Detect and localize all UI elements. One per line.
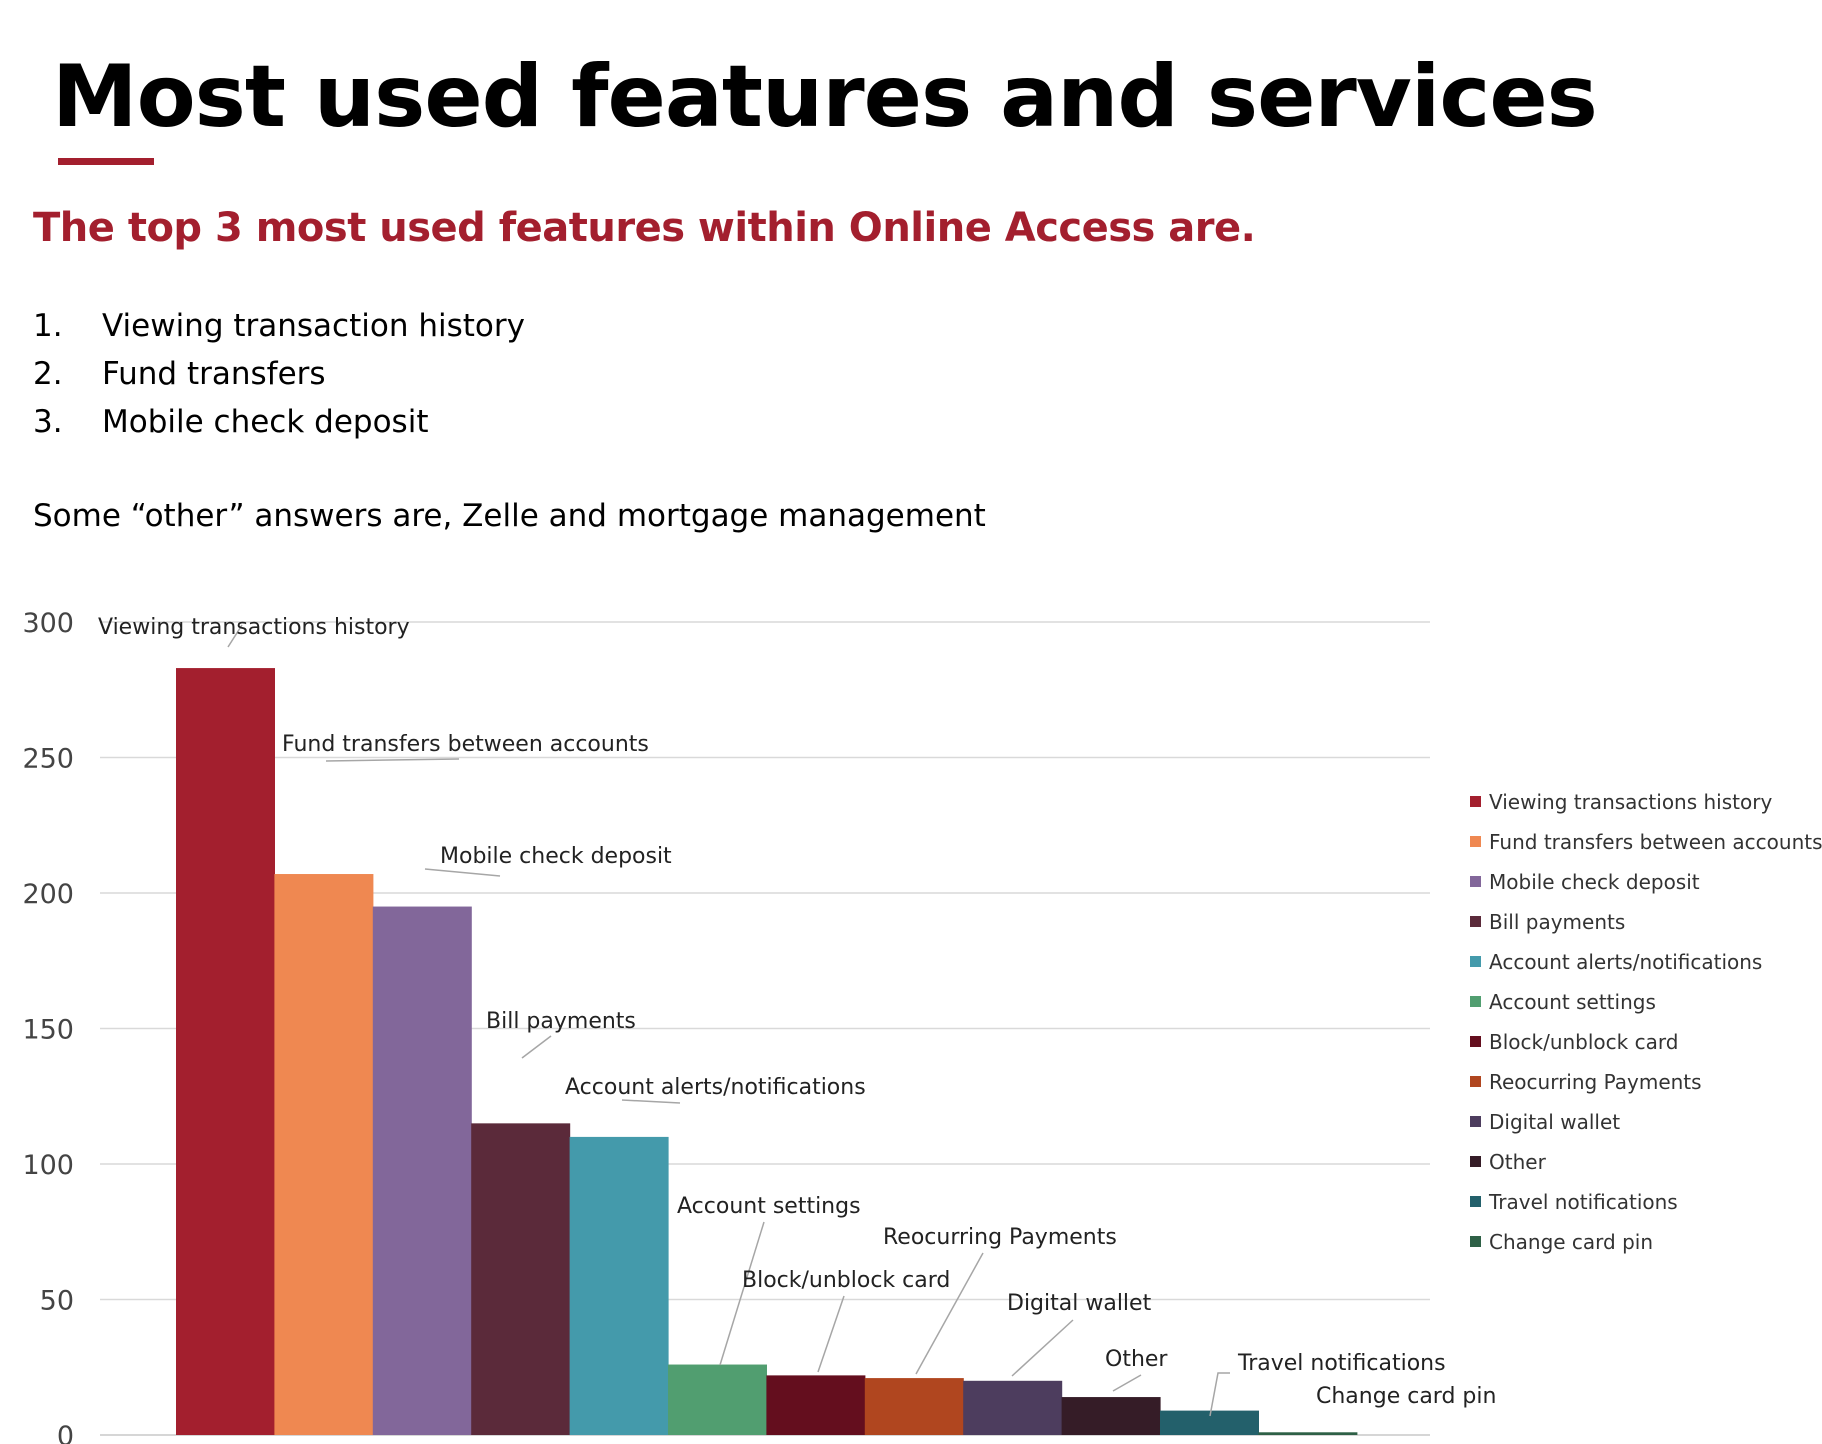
leader-line — [424, 868, 501, 877]
leader-line — [227, 624, 243, 648]
y-tick-label: 150 — [22, 1015, 74, 1046]
page-title: Most used features and services — [52, 47, 1598, 147]
legend-entry: Fund transfers between accounts — [1489, 830, 1822, 854]
leader-line — [817, 1295, 845, 1373]
y-tick-label: 300 — [22, 608, 74, 639]
legend-swatch — [1470, 796, 1481, 807]
data-label: Change card pin — [1316, 1384, 1496, 1409]
data-label: Travel notifications — [1237, 1351, 1446, 1376]
bar — [668, 1364, 767, 1435]
legend-swatch — [1470, 1036, 1481, 1047]
legend-entry: Digital wallet — [1489, 1110, 1620, 1134]
leader-line — [1011, 1319, 1074, 1377]
y-tick-label: 100 — [22, 1150, 74, 1181]
y-tick-label: 0 — [57, 1421, 74, 1444]
legend-entry: Bill payments — [1489, 910, 1625, 934]
leader-line — [1112, 1374, 1142, 1392]
data-label: Bill payments — [486, 1009, 636, 1034]
list-item: 2. Fund transfers — [33, 350, 525, 398]
y-tick-label: 250 — [22, 744, 74, 775]
list-item: 3. Mobile check deposit — [33, 398, 525, 446]
legend-entry: Account settings — [1489, 990, 1656, 1014]
legend-swatch — [1470, 1236, 1481, 1247]
leader-line — [621, 1099, 681, 1104]
legend: Viewing transactions history Fund transfe… — [1470, 790, 1822, 1254]
legend-swatch — [1470, 836, 1481, 847]
legend-swatch — [1470, 1116, 1481, 1127]
legend-entry: Travel notifications — [1488, 1190, 1678, 1214]
legend-entry: Reocurring Payments — [1489, 1070, 1702, 1094]
top-features-list: 1. Viewing transaction history 2. Fund tra… — [33, 302, 525, 446]
legend-swatch — [1470, 1156, 1481, 1167]
data-label: Reocurring Payments — [883, 1225, 1117, 1250]
bar — [1061, 1397, 1161, 1435]
y-tick-label: 50 — [40, 1286, 74, 1317]
leader-line — [325, 758, 460, 762]
bar-chart: 0 50 100 150 200 250 300 Viewing transactions … — [22, 608, 1822, 1444]
list-number: 3. — [33, 404, 63, 440]
list-number: 1. — [33, 308, 63, 344]
list-text: Viewing transaction history — [102, 308, 525, 344]
leader-lines — [227, 624, 1230, 1417]
legend-swatch — [1470, 956, 1481, 967]
legend-entry: Other — [1489, 1150, 1547, 1174]
legend-swatch — [1470, 996, 1481, 1007]
bar — [1160, 1410, 1259, 1435]
data-label: Viewing transactions history — [98, 615, 410, 640]
y-tick-label: 200 — [22, 879, 74, 910]
list-number: 2. — [33, 356, 63, 392]
legend-entry: Viewing transactions history — [1489, 790, 1772, 814]
leader-line — [1209, 1372, 1230, 1417]
bar — [176, 668, 275, 1435]
bar — [766, 1375, 866, 1435]
other-answers-note: Some “other” answers are, Zelle and mort… — [33, 498, 986, 534]
bar — [963, 1380, 1063, 1435]
data-label: Mobile check deposit — [440, 844, 672, 869]
subtitle: The top 3 most used features within Onli… — [33, 205, 1256, 251]
data-label: Account alerts/notifications — [565, 1075, 866, 1100]
legend-entry: Change card pin — [1489, 1230, 1653, 1254]
data-label: Digital wallet — [1007, 1291, 1152, 1316]
leader-line — [521, 1035, 552, 1059]
legend-entry: Mobile check deposit — [1489, 870, 1700, 894]
data-label: Block/unblock card — [742, 1268, 950, 1293]
legend-swatch — [1470, 1076, 1481, 1087]
legend-swatch — [1470, 1196, 1481, 1207]
bar — [372, 906, 472, 1435]
legend-swatch — [1470, 876, 1481, 887]
legend-swatch — [1470, 916, 1481, 927]
list-text: Mobile check deposit — [102, 404, 429, 440]
bars — [176, 668, 1358, 1435]
title-underline — [58, 158, 154, 165]
legend-entry: Account alerts/notifications — [1489, 950, 1762, 974]
legend-entry: Block/unblock card — [1489, 1030, 1678, 1054]
list-text: Fund transfers — [102, 356, 326, 392]
bar — [1258, 1432, 1358, 1435]
bar — [274, 874, 374, 1435]
leader-line — [915, 1252, 984, 1375]
list-item: 1. Viewing transaction history — [33, 302, 525, 350]
bar — [569, 1136, 669, 1435]
bar — [471, 1123, 571, 1435]
data-label: Fund transfers between accounts — [282, 732, 649, 757]
data-label: Other — [1105, 1347, 1168, 1372]
y-axis-ticks: 0 50 100 150 200 250 300 — [22, 608, 74, 1444]
data-labels: Viewing transactions history Fund transfe… — [98, 615, 1496, 1409]
leader-line — [719, 1221, 765, 1366]
data-label: Account settings — [677, 1194, 861, 1219]
bar — [864, 1378, 964, 1435]
